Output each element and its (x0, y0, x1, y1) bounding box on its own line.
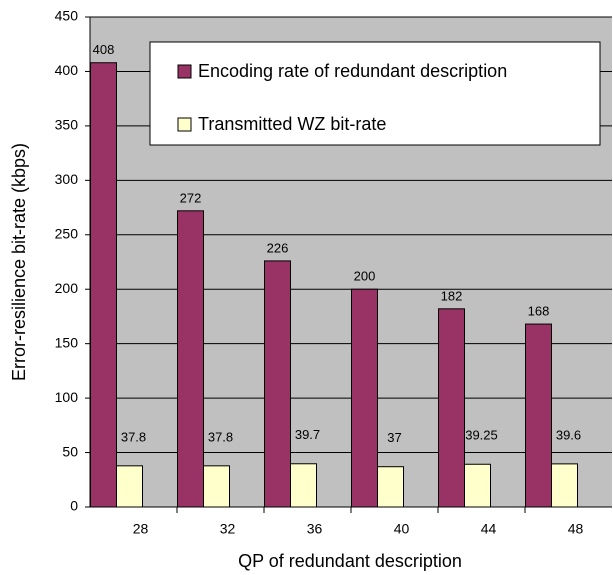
data-label: 408 (93, 42, 115, 57)
x-tick-label: 36 (307, 521, 323, 537)
y-tick-label: 350 (55, 117, 79, 133)
data-label: 37.8 (121, 429, 146, 444)
bar (264, 260, 291, 508)
y-tick-label: 100 (55, 389, 79, 405)
y-tick-label: 450 (55, 8, 79, 24)
data-label: 37 (387, 430, 401, 445)
data-label: 226 (267, 240, 289, 255)
bar (116, 465, 143, 508)
legend-label: Transmitted WZ bit-rate (198, 114, 386, 134)
bar (525, 323, 552, 508)
bar (377, 466, 404, 508)
data-label: 37.8 (208, 429, 233, 444)
x-tick-label: 44 (481, 521, 497, 537)
legend-box (149, 41, 601, 146)
y-tick-label: 150 (55, 334, 79, 350)
y-tick-label: 0 (70, 498, 78, 514)
data-label: 168 (528, 304, 550, 319)
x-axis-label: QP of redundant description (238, 551, 462, 571)
y-tick-label: 250 (55, 225, 79, 241)
bar (438, 308, 465, 508)
data-label: 39.6 (556, 427, 581, 442)
y-axis-label: Error-resilience bit-rate (kbps) (9, 143, 29, 381)
bar (177, 210, 204, 508)
data-label: 200 (354, 269, 376, 284)
x-tick-label: 32 (220, 521, 236, 537)
bar (90, 62, 117, 508)
bar (351, 288, 378, 508)
data-label: 182 (441, 288, 463, 303)
x-tick-label: 48 (568, 521, 584, 537)
bar (551, 463, 578, 508)
legend-label: Encoding rate of redundant description (198, 61, 507, 81)
x-tick-label: 28 (133, 521, 149, 537)
y-tick-label: 300 (55, 171, 79, 187)
data-label: 39.25 (465, 428, 498, 443)
y-tick-label: 200 (55, 280, 79, 296)
data-label: 39.7 (295, 427, 320, 442)
bar (464, 463, 491, 508)
x-tick-label: 40 (394, 521, 410, 537)
bar (290, 463, 317, 508)
y-tick-label: 50 (62, 443, 78, 459)
bar (203, 465, 230, 508)
data-label: 272 (180, 190, 202, 205)
y-tick-label: 400 (55, 62, 79, 78)
legend-swatch (177, 64, 192, 79)
legend-swatch (177, 117, 192, 132)
